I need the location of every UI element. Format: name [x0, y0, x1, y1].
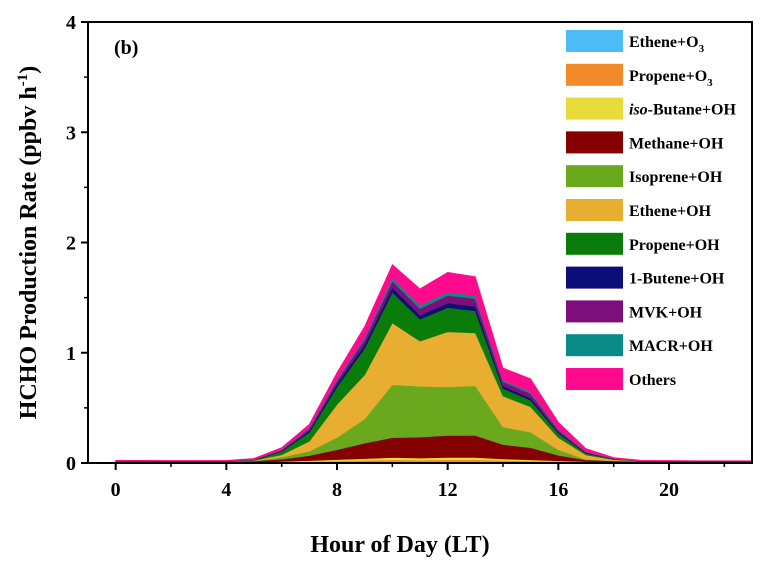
y-axis-title-main: HCHO Production Rate (ppbv h [16, 86, 42, 419]
legend-label-subscript: 3 [707, 77, 713, 89]
y-axis-title-superscript: -1 [15, 74, 31, 87]
legend-label: Propene+OH [629, 237, 720, 254]
legend-swatch [566, 266, 623, 289]
legend-label-text: 1-Butene+OH [629, 271, 725, 288]
legend-label: iso-Butane+OH [629, 102, 736, 119]
y-tick-label: 4 [66, 12, 76, 34]
legend-label: Methane+OH [629, 135, 724, 152]
legend-label-text: Ethene+O [629, 34, 699, 51]
y-axis-title: HCHO Production Rate (ppbv h-1) [15, 66, 42, 419]
x-axis-ticks: 0 4 8 12 16 20 [111, 463, 726, 501]
x-tick-label: 20 [659, 479, 679, 501]
area-series-3 [115, 435, 753, 463]
legend-swatch [566, 97, 623, 120]
legend-label: 1-Butene+OH [629, 271, 725, 288]
legend-label-text: Propene+OH [629, 237, 720, 254]
legend-label: Propene+O3 [629, 68, 713, 89]
y-axis-ticks: 0 1 2 3 4 [66, 12, 88, 475]
legend-swatch [566, 334, 623, 357]
x-tick-label: 12 [438, 479, 458, 501]
x-tick-label: 8 [332, 479, 342, 501]
legend-label-text: MACR+OH [629, 338, 713, 355]
legend-label: Others [629, 372, 676, 389]
legend-label-text: Ethene+OH [629, 203, 712, 220]
y-tick-label: 0 [66, 453, 76, 475]
legend-swatch [566, 300, 623, 323]
x-tick-label: 16 [548, 479, 568, 501]
y-tick-label: 2 [66, 233, 76, 255]
x-tick-label: 0 [111, 479, 121, 501]
x-tick-label: 4 [221, 479, 231, 501]
legend-swatch [566, 30, 623, 52]
legend-label: Isoprene+OH [629, 169, 723, 186]
legend-label: Ethene+O3 [629, 34, 705, 55]
legend-swatch [566, 131, 623, 154]
legend-label-text: -Butane+OH [648, 102, 737, 119]
legend-label-italic: iso [629, 102, 648, 119]
stacked-area-layer [115, 264, 753, 464]
legend-swatch [566, 368, 623, 390]
y-tick-label: 3 [66, 122, 76, 144]
y-axis-title-close: ) [16, 66, 42, 74]
legend: Ethene+O3Propene+O3iso-Butane+OHMethane+… [566, 30, 736, 390]
legend-label: MVK+OH [629, 304, 703, 321]
legend-label-subscript: 3 [699, 43, 705, 55]
panel-label: (b) [114, 37, 138, 59]
legend-swatch [566, 232, 623, 255]
legend-swatch [566, 165, 623, 188]
legend-label-text: Isoprene+OH [629, 169, 723, 186]
legend-label-text: Propene+O [629, 68, 707, 85]
legend-label: Ethene+OH [629, 203, 712, 220]
legend-swatch [566, 63, 623, 86]
legend-label: MACR+OH [629, 338, 713, 355]
legend-label-text: MVK+OH [629, 304, 703, 321]
y-tick-label: 1 [66, 343, 76, 365]
legend-label-text: Others [629, 372, 676, 389]
legend-swatch [566, 199, 623, 221]
legend-label-text: Methane+OH [629, 135, 724, 152]
x-axis-title: Hour of Day (LT) [310, 532, 489, 558]
